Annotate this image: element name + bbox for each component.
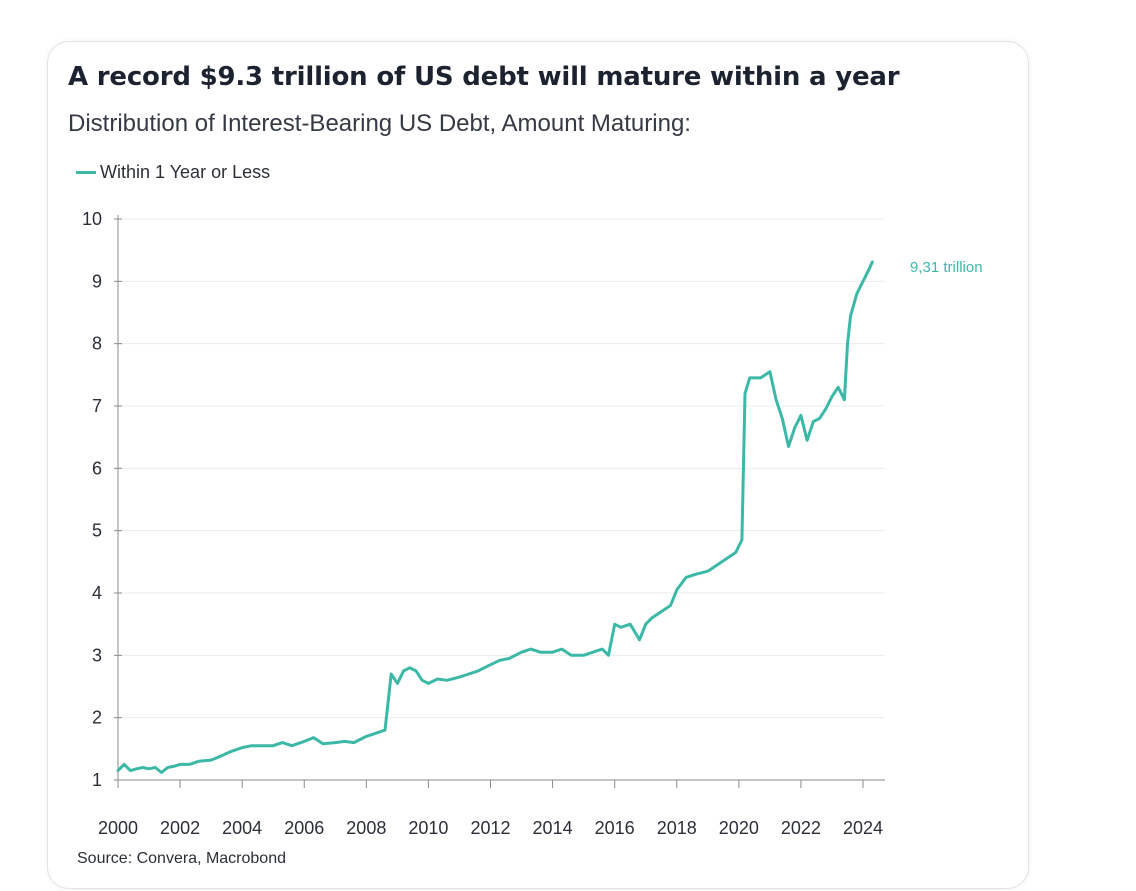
legend-swatch (76, 170, 96, 174)
chart-title: A record $9.3 trillion of US debt will m… (68, 62, 900, 92)
y-tick-label: 4 (92, 583, 102, 603)
x-tick-label: 2020 (719, 818, 759, 838)
x-tick-label: 2002 (160, 818, 200, 838)
y-tick-label: 9 (92, 271, 102, 291)
x-tick-label: 2022 (781, 818, 821, 838)
chart-subtitle: Distribution of Interest-Bearing US Debt… (68, 110, 691, 137)
x-tick-label: 2024 (843, 818, 883, 838)
y-tick-label: 1 (92, 770, 102, 790)
x-tick-label: 2014 (533, 818, 573, 838)
y-tick-label: 2 (92, 708, 102, 728)
x-tick-label: 2016 (595, 818, 635, 838)
x-tick-label: 2004 (222, 818, 262, 838)
x-tick-label: 2012 (470, 818, 510, 838)
x-tick-label: 2010 (408, 818, 448, 838)
y-tick-label: 5 (92, 521, 102, 541)
x-tick-label: 2006 (284, 818, 324, 838)
series-line (116, 260, 874, 774)
chart-source: Source: Convera, Macrobond (77, 850, 286, 867)
y-tick-label: 6 (92, 458, 102, 478)
y-tick-label: 8 (92, 334, 102, 354)
y-tick-label: 10 (82, 209, 102, 229)
end-value-annotation: 9,31 trillion (910, 259, 983, 276)
chart-legend: Within 1 Year or Less (76, 160, 270, 184)
y-tick-label: 3 (92, 645, 102, 665)
x-tick-label: 2000 (98, 818, 138, 838)
x-tick-label: 2018 (657, 818, 697, 838)
x-tick-label: 2008 (346, 818, 386, 838)
y-tick-label: 7 (92, 396, 102, 416)
chart-card (47, 41, 1029, 889)
legend-label: Within 1 Year or Less (100, 161, 271, 182)
